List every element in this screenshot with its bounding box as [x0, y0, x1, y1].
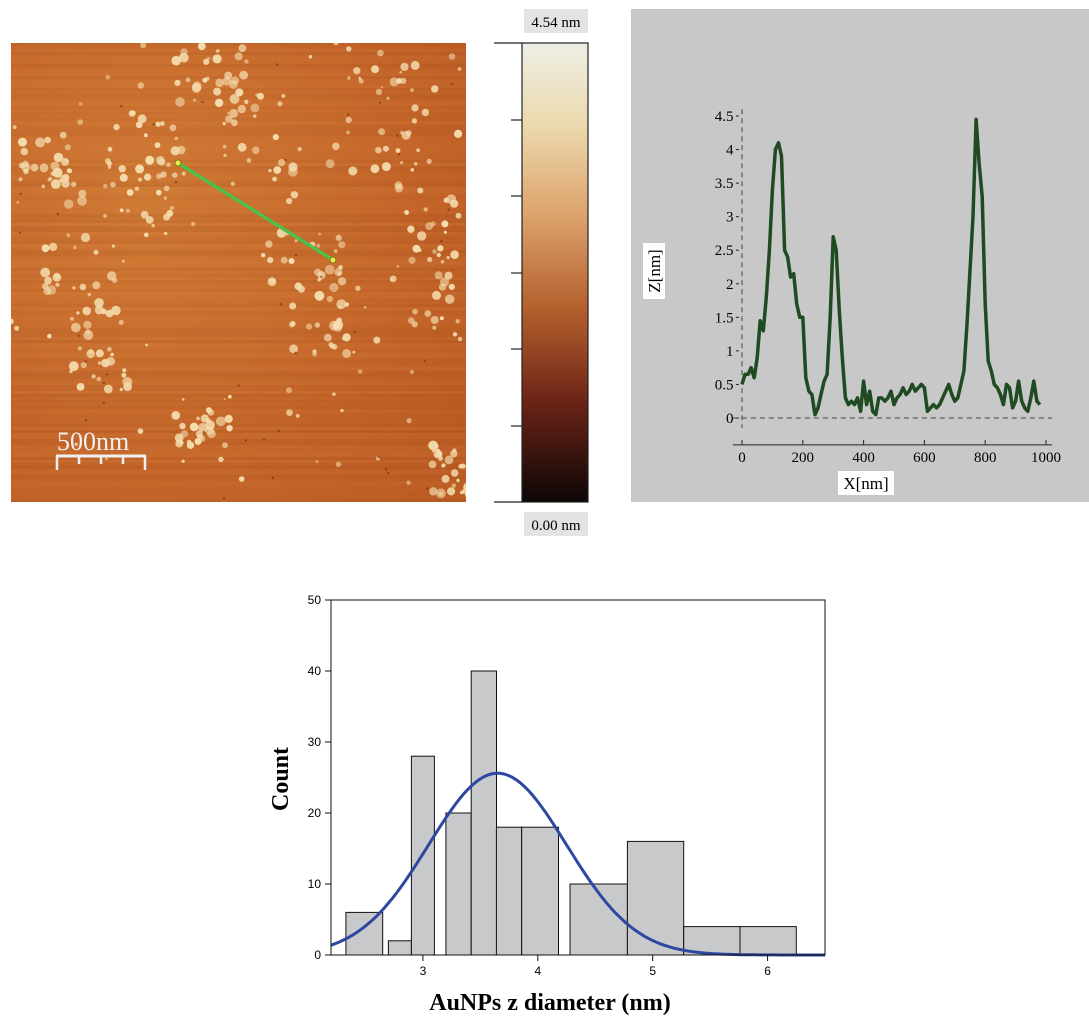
colorbar-max-label: 4.54 nm	[531, 15, 581, 31]
profile-y-tick-label: 3.5	[715, 176, 734, 192]
profile-xlabel-box: X[nm]	[838, 471, 894, 495]
profile-start-marker	[174, 159, 182, 167]
histogram-x-axis-label: AuNPs z diameter (nm)	[429, 990, 671, 1016]
profile-x-tick-label: 600	[913, 450, 936, 466]
profile-line-series	[740, 117, 1042, 417]
colorbar-min-label: 0.00 nm	[531, 518, 581, 534]
profile-y-tick-label: 2	[726, 277, 734, 293]
profile-background	[631, 9, 1089, 502]
profile-end-marker	[329, 256, 337, 264]
profile-y-tick-label: 1	[726, 344, 734, 360]
histogram-bar	[345, 911, 384, 956]
histogram-x-tick-label: 6	[764, 964, 771, 978]
afm-image: 500nm	[11, 43, 466, 502]
colorbar-min-box	[524, 512, 588, 536]
histogram-bar	[445, 812, 472, 956]
profile-y-tick-label: 4	[726, 143, 734, 159]
histogram-x-tick-label: 3	[420, 964, 427, 978]
profile-x-axis-label: X[nm]	[843, 474, 888, 493]
histogram-y-tick-label: 30	[308, 735, 322, 749]
profile-series	[740, 117, 1042, 417]
scale-bar: 500nm	[55, 427, 147, 470]
afm-surface	[11, 43, 466, 502]
histogram-bar	[626, 840, 685, 956]
histogram-bar	[521, 826, 560, 956]
colorbar-gradient	[521, 42, 589, 503]
histogram-y-tick-label: 10	[308, 877, 322, 891]
profile-x-tick-label: 0	[738, 450, 746, 466]
profile-x-tick-label: 400	[852, 450, 875, 466]
histogram-x-tick-label: 4	[534, 964, 541, 978]
profile-y-tick-label: 1.5	[715, 310, 734, 326]
histogram-bar	[470, 670, 498, 956]
histogram-axes: 0 10 20 30 40 50 3 4 5 6	[308, 593, 772, 978]
afm-particles	[11, 43, 466, 500]
histogram-bars	[345, 670, 797, 956]
profile-y-tick-label: 4.5	[715, 109, 734, 125]
profile-y-axis-label: Z[nm]	[645, 249, 664, 292]
colorbar-max-box	[524, 9, 588, 33]
profile-ylabel-box: Z[nm]	[643, 243, 665, 299]
profile-y-tick-label: 0.5	[715, 377, 734, 393]
profile-x-tick-label: 1000	[1031, 450, 1061, 466]
profile-y-tick-label: 3	[726, 210, 734, 226]
profile-axes: 0 0.5 1 1.5 2 2.5 3 3.5 4 4.5 0 200 400 600 800 1000	[715, 109, 1061, 466]
profile-x-tick-label: 800	[974, 450, 997, 466]
histogram-bar	[495, 826, 523, 956]
histogram-y-tick-label: 20	[308, 806, 322, 820]
histogram-frame	[330, 599, 826, 956]
histogram-y-tick-label: 40	[308, 664, 322, 678]
histogram-bar	[739, 926, 797, 956]
histogram-y-tick-label: 0	[314, 948, 321, 962]
profile-y-tick-label: 2.5	[715, 243, 734, 259]
histogram-bar	[569, 883, 628, 956]
height-profile-chart: 0 0.5 1 1.5 2 2.5 3 3.5 4 4.5 0 200 400 600 800 1000 X[…	[631, 9, 1089, 502]
histogram-y-axis-label: Count	[268, 747, 294, 811]
histogram-x-tick-label: 5	[649, 964, 656, 978]
profile-y-tick-label: 0	[726, 411, 734, 427]
histogram-y-tick-label: 50	[308, 593, 322, 607]
histogram-bar	[387, 940, 412, 956]
scale-bar-label: 500nm	[57, 427, 129, 456]
profile-line	[177, 161, 334, 262]
colorbar: 4.54 nm 0.00 nm	[494, 9, 589, 536]
profile-x-tick-label: 200	[792, 450, 815, 466]
histogram-chart: 0 10 20 30 40 50 3 4 5 6 AuNPs z diameter (nm) Co…	[268, 593, 826, 1016]
